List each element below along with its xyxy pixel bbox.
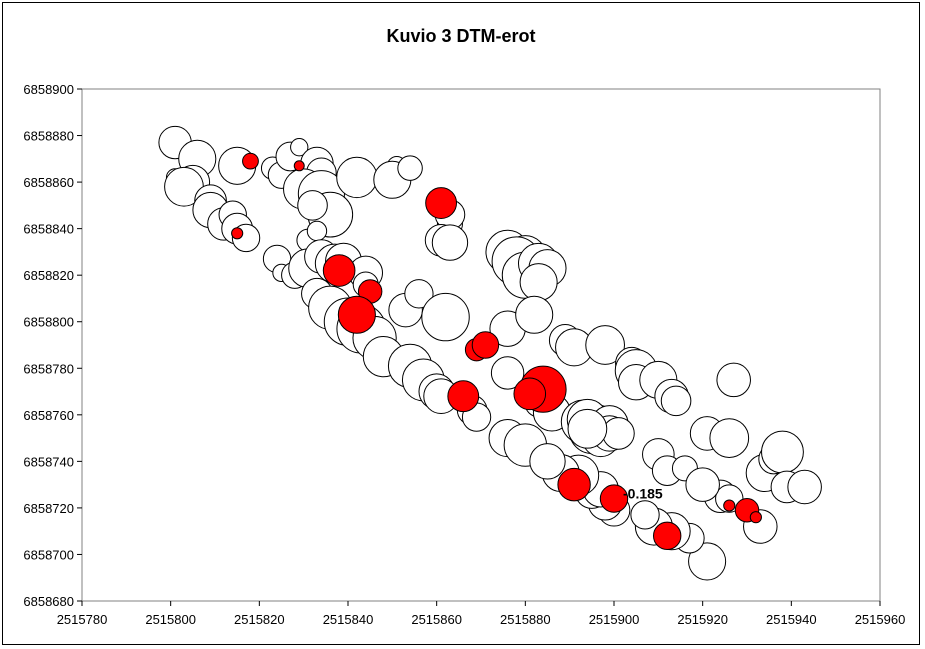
positive-bubble: [761, 430, 804, 474]
positive-bubble: [336, 156, 378, 199]
positive-bubble: [490, 356, 525, 390]
chart-title: Kuvio 3 DTM-erot: [386, 26, 535, 46]
y-tick-label: 6858780: [23, 361, 74, 376]
negative-bubble: [723, 499, 736, 512]
negative-bubble: [231, 227, 244, 240]
positive-bubble: [602, 417, 635, 450]
y-tick-label: 6858840: [23, 222, 74, 237]
negative-bubble: [513, 377, 547, 411]
y-tick-label: 6858760: [23, 408, 74, 423]
negative-bubble: [557, 467, 591, 502]
negative-bubble: [599, 484, 629, 513]
positive-bubble: [685, 467, 720, 502]
x-tick-label: 2515800: [145, 612, 196, 627]
y-tick-label: 6858740: [23, 454, 74, 469]
positive-bubble: [404, 279, 434, 309]
x-tick-label: 2515780: [57, 612, 108, 627]
y-axis: 6858680 6858700 6858720 6858740 6858760 68587…: [23, 82, 82, 609]
x-tick-label: 2515940: [766, 612, 817, 627]
positive-bubble: [431, 224, 469, 261]
x-tick-label: 2515860: [411, 612, 462, 627]
positive-bubble: [787, 469, 822, 505]
negative-bubble: [242, 152, 259, 170]
x-tick-label: 2515820: [234, 612, 285, 627]
positive-bubble: [630, 500, 660, 530]
x-axis: 2515780 2515800 2515820 2515840 2515860 25158…: [57, 601, 906, 627]
negative-bubble: [293, 160, 305, 172]
positive-bubble: [716, 362, 751, 398]
positive-bubble: [529, 443, 566, 480]
data-label: -0.185: [623, 486, 663, 502]
positive-bubble: [519, 263, 558, 302]
negative-bubble: [337, 295, 376, 334]
x-tick-label: 2515960: [855, 612, 906, 627]
negative-bubble: [322, 254, 356, 287]
positive-bubble: [421, 292, 470, 342]
y-tick-label: 6858900: [23, 82, 74, 97]
y-tick-label: 6858860: [23, 175, 74, 190]
positive-bubble: [688, 542, 727, 581]
negative-bubble: [653, 521, 682, 551]
y-tick-label: 6858880: [23, 129, 74, 144]
positive-bubble: [297, 190, 328, 221]
y-tick-label: 6858680: [23, 594, 74, 609]
data-labels: -0.185: [623, 486, 663, 502]
bubbles-group: [158, 125, 822, 581]
y-tick-label: 6858800: [23, 315, 74, 330]
negative-bubble: [749, 511, 762, 524]
y-tick-label: 6858700: [23, 547, 74, 562]
positive-bubble: [290, 138, 309, 157]
positive-bubble: [585, 325, 625, 365]
negative-bubble: [425, 187, 458, 219]
y-tick-label: 6858820: [23, 268, 74, 283]
x-tick-label: 2515920: [677, 612, 728, 627]
positive-bubble: [515, 295, 554, 334]
positive-bubble: [397, 155, 423, 181]
x-tick-label: 2515840: [323, 612, 374, 627]
positive-bubble: [709, 418, 750, 458]
positive-bubble: [567, 408, 608, 449]
x-tick-label: 2515900: [589, 612, 640, 627]
negative-bubble: [447, 380, 480, 413]
positive-bubble: [660, 385, 692, 417]
y-tick-label: 6858720: [23, 501, 74, 516]
positive-bubble: [306, 220, 328, 242]
x-tick-label: 2515880: [500, 612, 551, 627]
negative-bubble: [471, 331, 500, 359]
